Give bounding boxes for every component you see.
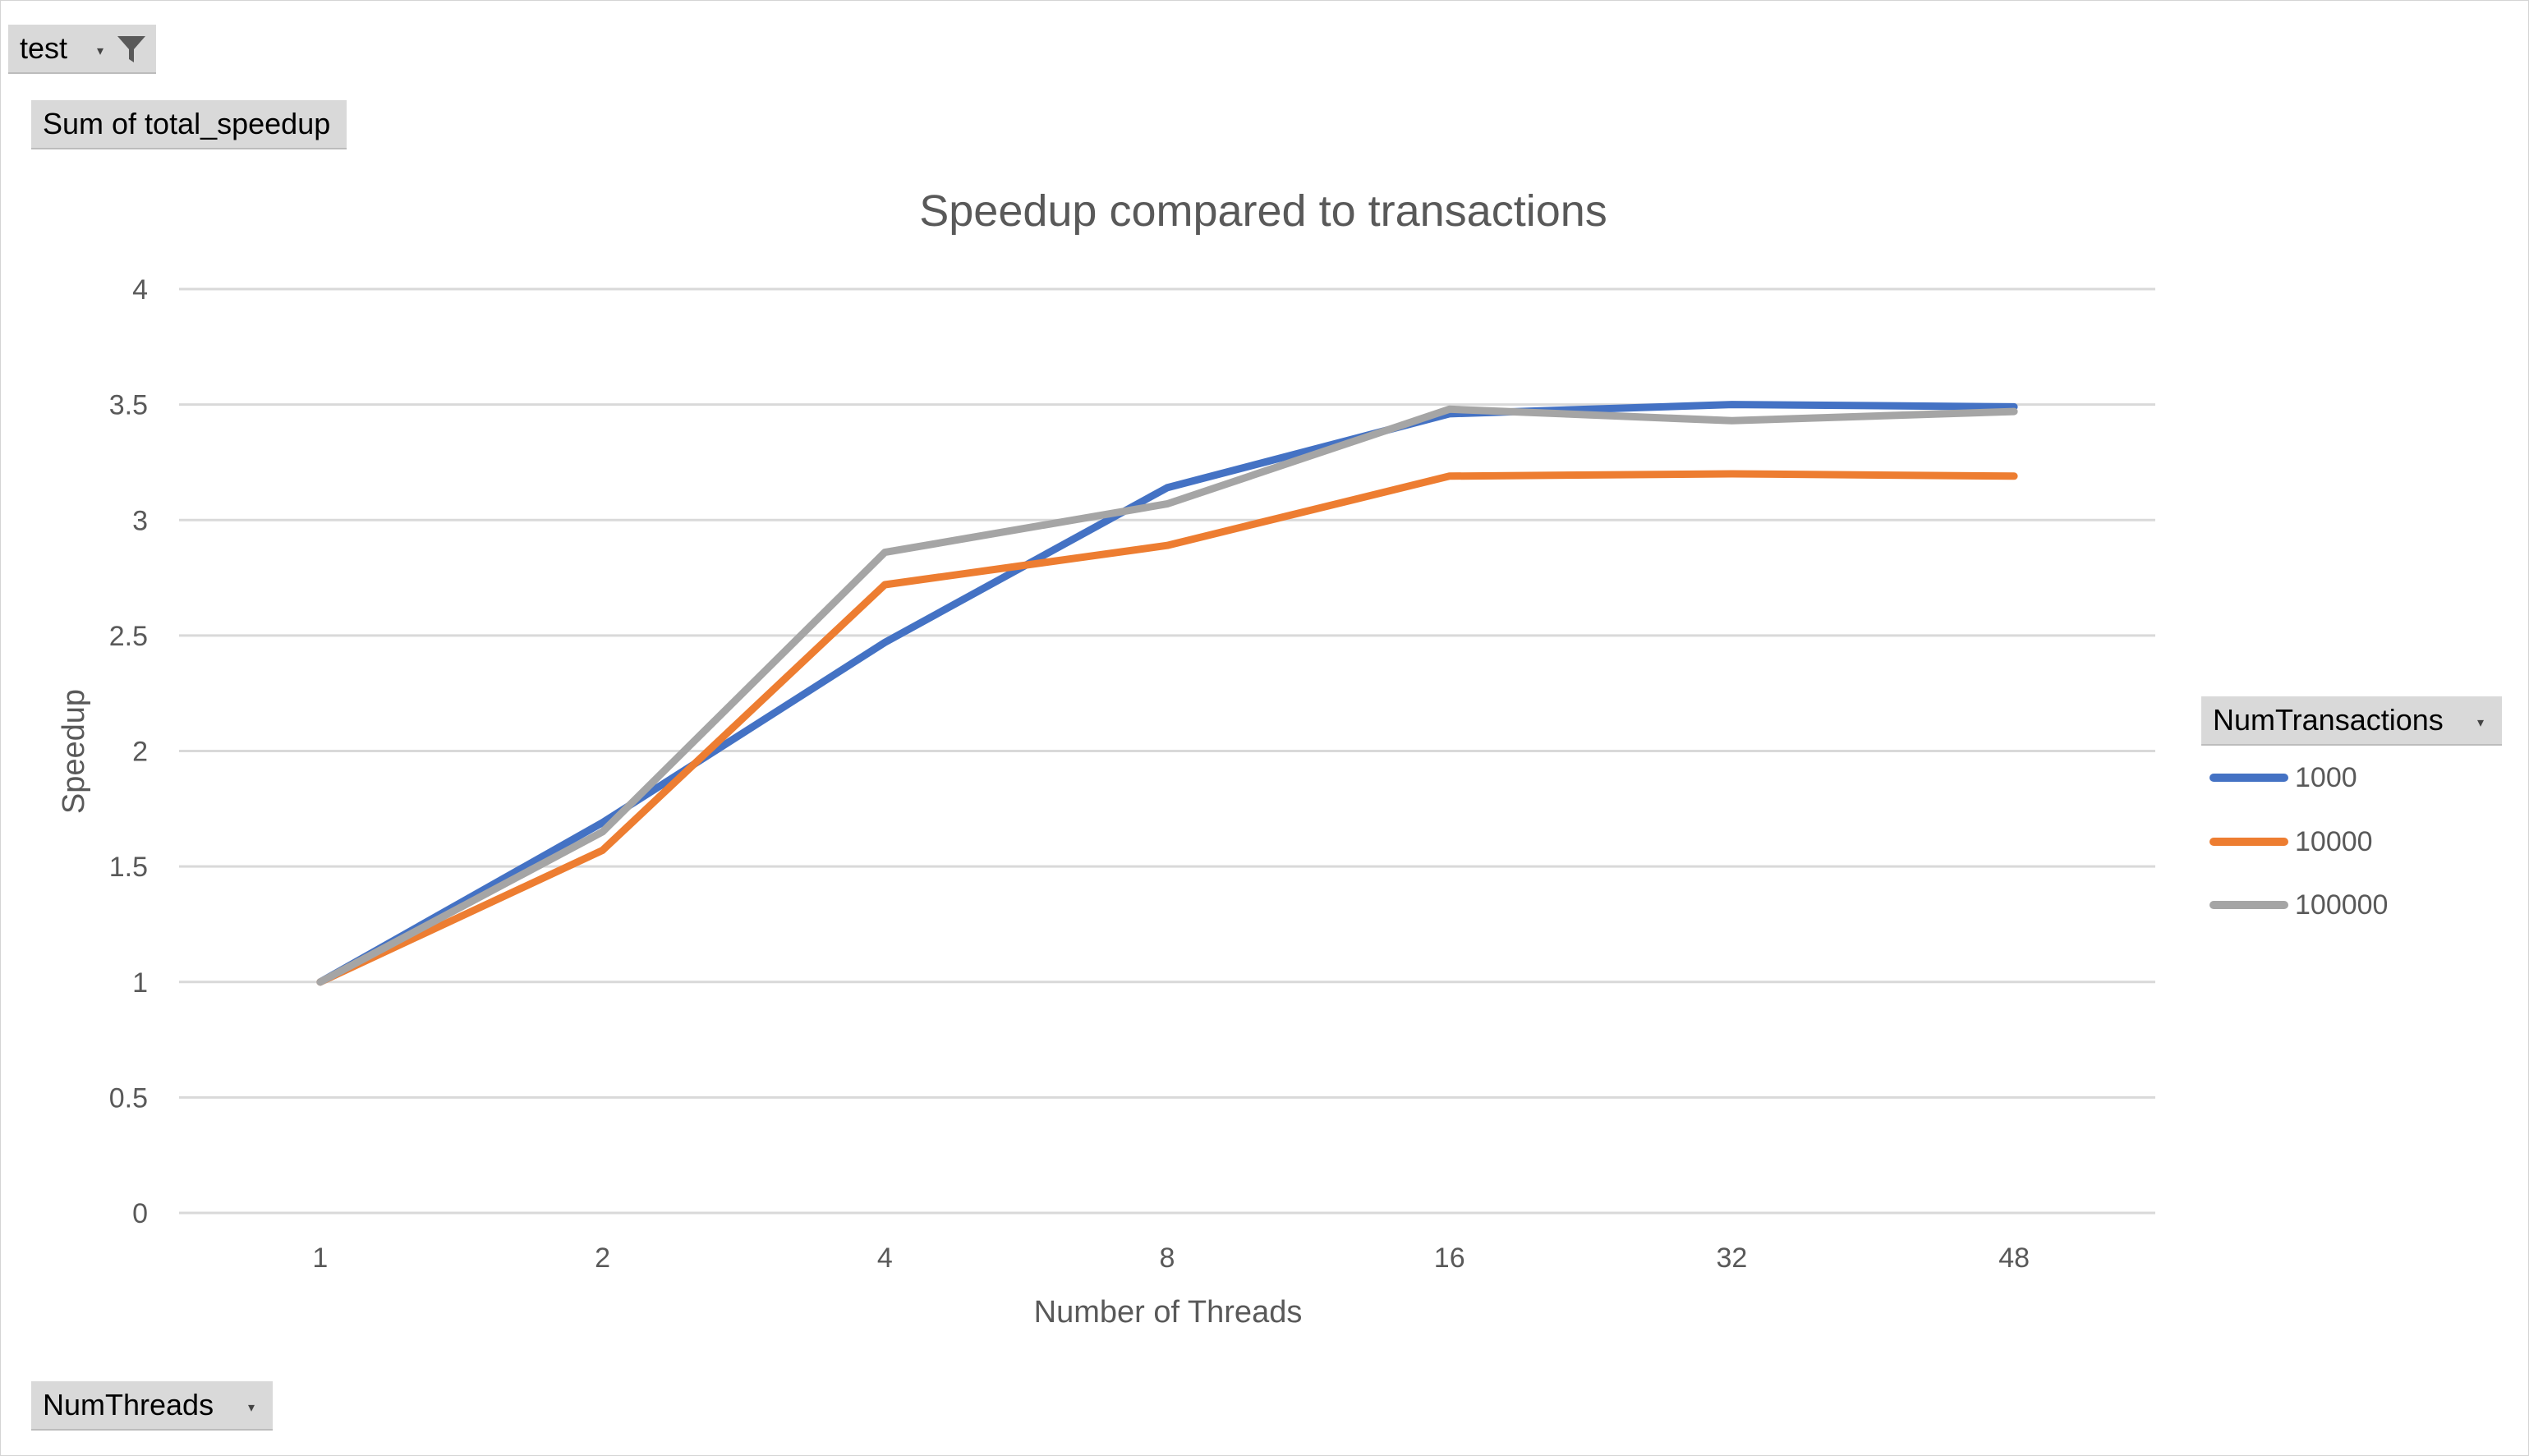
x-tick-label: 48	[1998, 1242, 2030, 1274]
legend-item[interactable]: 100000	[2209, 887, 2388, 923]
x-tick-label: 1	[312, 1242, 328, 1274]
legend-field-label: NumTransactions	[2213, 703, 2444, 737]
legend-swatch	[2209, 901, 2288, 909]
series-lines	[316, 401, 2018, 986]
series-line-1000[interactable]	[316, 401, 2018, 986]
y-tick-label: 2	[132, 737, 148, 768]
axis-field-button[interactable]: NumThreads ▾	[31, 1381, 273, 1431]
legend-swatch	[2209, 838, 2288, 846]
x-axis-label: Number of Threads	[1034, 1295, 1303, 1330]
report-filter-label: test	[20, 31, 68, 65]
y-tick-labels: 0 0.5 1 1.5 2 2.5 3 3.5 4	[109, 274, 148, 1229]
y-tick-label: 3	[132, 505, 148, 536]
legend-swatch	[2209, 774, 2288, 782]
dropdown-arrow-icon: ▾	[247, 1401, 255, 1415]
legend-label: 10000	[2295, 825, 2373, 857]
y-tick-label: 4	[132, 274, 148, 305]
x-tick-label: 2	[595, 1242, 610, 1274]
axis-field-label: NumThreads	[43, 1388, 214, 1422]
y-tick-label: 0.5	[109, 1082, 148, 1114]
y-tick-label: 2.5	[109, 621, 148, 652]
funnel-icon	[117, 36, 145, 62]
value-field-label: Sum of total_speedup	[43, 107, 331, 140]
y-tick-label: 3.5	[109, 390, 148, 421]
legend-label: 100000	[2295, 889, 2389, 921]
gridlines	[179, 287, 2155, 1215]
series-line-10000[interactable]	[316, 470, 2018, 986]
x-tick-label: 32	[1717, 1242, 1748, 1274]
x-tick-labels: 1 2 4 8 16 32 48	[312, 1242, 2030, 1274]
x-tick-label: 8	[1160, 1242, 1175, 1274]
legend-item[interactable]: 10000	[2209, 824, 2373, 860]
dropdown-arrow-icon: ▾	[2476, 716, 2484, 730]
x-tick-label: 4	[877, 1242, 893, 1274]
legend-field-button[interactable]: NumTransactions ▾	[2201, 696, 2502, 746]
y-tick-label: 1.5	[109, 852, 148, 883]
series-line-100000[interactable]	[316, 405, 2018, 986]
y-tick-label: 0	[132, 1198, 148, 1229]
chart-title: Speedup compared to transactions	[919, 186, 1607, 236]
x-tick-label: 16	[1434, 1242, 1465, 1274]
value-field-button[interactable]: Sum of total_speedup	[31, 100, 347, 149]
legend-item[interactable]: 1000	[2209, 760, 2357, 796]
report-filter-button[interactable]: test ▾	[8, 25, 156, 74]
y-axis-label: Speedup	[57, 689, 91, 814]
y-tick-label: 1	[132, 967, 148, 999]
legend-label: 1000	[2295, 761, 2357, 793]
dropdown-arrow-icon: ▾	[97, 44, 104, 58]
